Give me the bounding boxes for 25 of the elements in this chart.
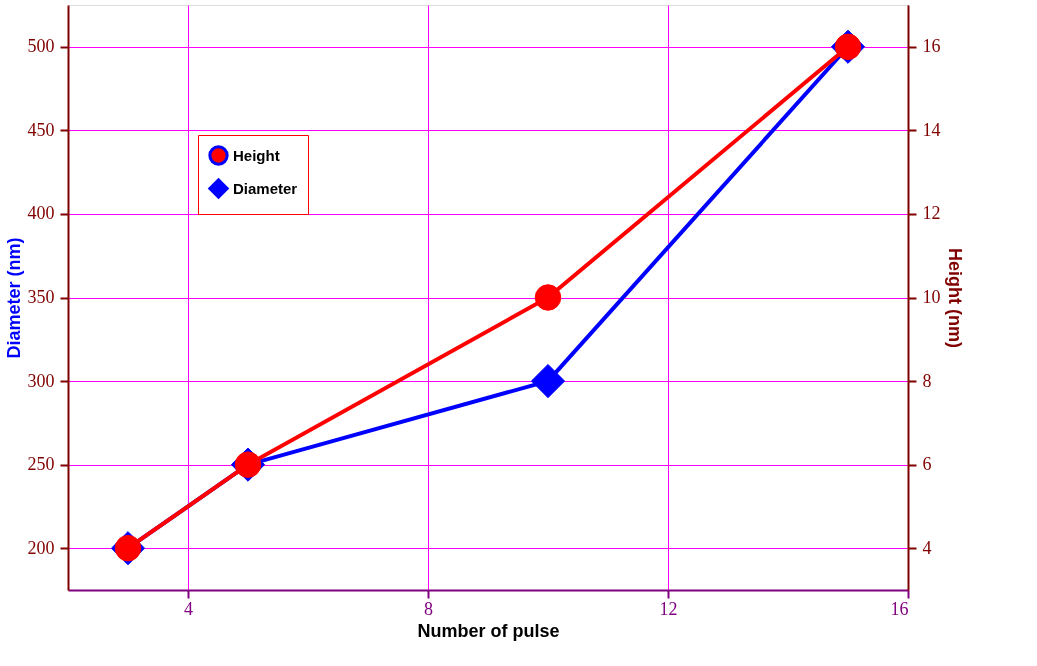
y-axis-title: Diameter (nm) xyxy=(3,237,24,359)
x-axis-title: Number of pulse xyxy=(417,620,560,641)
x-tick-label: 12 xyxy=(659,598,678,619)
y2-tick-label: 10 xyxy=(922,287,941,307)
y-tick-label: 350 xyxy=(27,287,55,307)
y-tick-label: 500 xyxy=(27,36,55,57)
x-tick-label: 8 xyxy=(424,598,433,619)
y-tick-label: 300 xyxy=(27,370,55,391)
y2-tick-label: 14 xyxy=(922,119,941,140)
point xyxy=(530,363,566,399)
x-tick-label: 4 xyxy=(184,598,193,619)
y2-tick-label: 8 xyxy=(922,370,932,391)
y2-axis-title: Height (nm) xyxy=(944,248,965,348)
legend-label: Diameter xyxy=(233,179,298,197)
y-tick-label: 250 xyxy=(27,454,55,475)
x-tick-label: 16 xyxy=(890,598,909,619)
y-tick-label: 400 xyxy=(27,203,55,224)
y2-tick-label: 6 xyxy=(922,454,932,475)
legend-label: Height xyxy=(233,146,280,164)
y-tick-label: 450 xyxy=(27,119,55,140)
y2-tick-label: 12 xyxy=(922,203,941,224)
y2-tick-label: 4 xyxy=(922,537,932,558)
y2-tick-label: 16 xyxy=(922,36,941,57)
point xyxy=(534,284,562,311)
y-tick-label: 200 xyxy=(27,537,55,558)
